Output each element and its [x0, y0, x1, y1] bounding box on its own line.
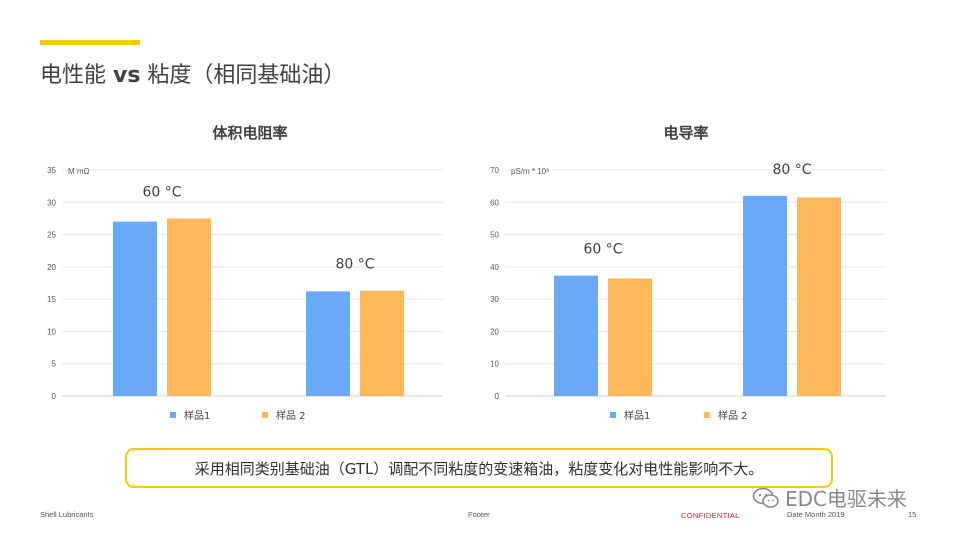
chart-title: 电导率	[663, 124, 708, 142]
legend-label: 样品1	[184, 409, 210, 422]
category-label: 60 °C	[142, 184, 181, 200]
bar-2	[167, 218, 211, 396]
footer-date: Date Month 2019	[787, 510, 845, 519]
legend-swatch	[170, 412, 176, 418]
y-tick-label: 20	[490, 327, 499, 336]
y-tick-label: 30	[490, 295, 499, 304]
footer-page-number: 15	[908, 510, 917, 519]
y-tick-label: 0	[495, 392, 500, 401]
y-tick-label: 30	[47, 198, 56, 207]
bar-1	[554, 275, 598, 396]
y-tick-label: 25	[47, 231, 56, 240]
bar-1	[306, 291, 350, 396]
footer-left: Shell Lubricants	[40, 510, 94, 519]
category-label: 80 °C	[335, 257, 374, 273]
y-axis-unit-label: M mΩ	[68, 167, 90, 176]
bar-1	[743, 195, 787, 396]
summary-note: 采用相同类别基础油（GTL）调配不同粘度的变速箱油，粘度变化对电性能影响不大。	[125, 448, 833, 488]
bar-1	[113, 221, 157, 396]
y-tick-label: 10	[490, 360, 499, 369]
bar-2	[360, 290, 404, 396]
wechat-icon	[752, 487, 779, 508]
category-label: 80 °C	[772, 162, 811, 178]
legend-swatch	[262, 412, 268, 418]
title-accent-bar	[40, 40, 140, 45]
y-tick-label: 20	[47, 263, 56, 272]
watermark: EDC电驱未来	[752, 483, 907, 512]
y-tick-label: 0	[52, 392, 57, 401]
page-title: 电性能 vs 粘度（相同基础油）	[40, 63, 346, 88]
y-tick-label: 10	[47, 327, 56, 336]
footer-center: Footer	[468, 510, 490, 519]
y-tick-label: 70	[490, 166, 499, 175]
summary-note-text: 采用相同类别基础油（GTL）调配不同粘度的变速箱油，粘度变化对电性能影响不大。	[194, 459, 764, 478]
legend-swatch	[610, 412, 616, 418]
y-tick-label: 5	[52, 360, 57, 369]
y-tick-label: 15	[47, 295, 56, 304]
category-label: 60 °C	[583, 242, 622, 258]
bar-2	[797, 197, 841, 396]
legend-label: 样品1	[624, 409, 650, 422]
y-tick-label: 50	[490, 231, 499, 240]
bar-2	[608, 278, 652, 396]
y-axis-unit-label: pS/m * 10³	[511, 167, 549, 176]
legend-swatch	[704, 412, 710, 418]
y-tick-label: 40	[490, 263, 499, 272]
watermark-text: EDC电驱未来	[785, 487, 908, 511]
footer-confidential: CONFIDENTIAL	[681, 511, 740, 520]
y-tick-label: 35	[47, 166, 56, 175]
y-tick-label: 60	[490, 198, 499, 207]
legend-label: 样品 2	[276, 409, 306, 422]
chart-title: 体积电阻率	[212, 124, 287, 142]
legend-label: 样品 2	[718, 409, 748, 422]
